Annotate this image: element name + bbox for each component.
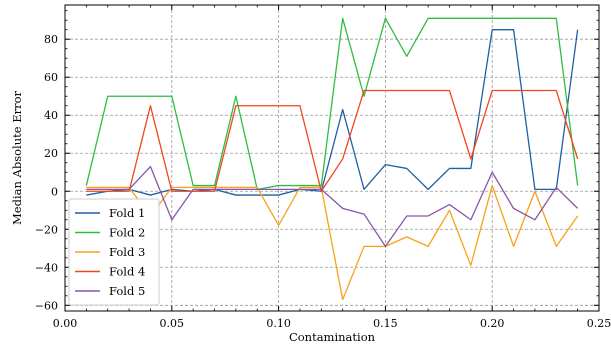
legend-label: Fold 4: [109, 265, 145, 279]
series-lines: [85, 17, 579, 301]
plot-frame: [64, 4, 600, 312]
x-tick-label: 0.05: [160, 317, 185, 330]
legend-label: Fold 5: [109, 284, 145, 298]
x-tick-label: 0.00: [53, 317, 78, 330]
y-tick-label: 60: [44, 71, 58, 84]
axis-ticks: 0.00 0.05 0.10 0.15 0.20 0.25 −60 −40 −20 0 20 40 60…: [35, 5, 611, 330]
legend-box: [68, 198, 160, 306]
series-line-fold-2: [85, 17, 579, 191]
x-axis-label: Contamination: [289, 330, 376, 344]
x-tick-label: 0.25: [587, 317, 611, 330]
y-tick-label: −20: [35, 223, 58, 236]
legend-label: Fold 1: [109, 206, 145, 220]
y-tick-label: 0: [51, 185, 58, 198]
series-line-fold-5: [86, 165, 579, 248]
series-line-fold-4: [86, 89, 579, 192]
x-tick-label: 0.10: [266, 317, 291, 330]
y-tick-label: −40: [35, 261, 58, 274]
y-tick-label: 20: [44, 147, 58, 160]
legend: Fold 1 Fold 2 Fold 3 Fold 4 Fold 5: [68, 198, 160, 306]
y-axis-label: Median Absolute Error: [10, 90, 24, 225]
x-tick-label: 0.20: [480, 317, 505, 330]
series-line-fold-3: [86, 184, 579, 301]
x-tick-label: 0.15: [373, 317, 398, 330]
y-tick-label: 40: [44, 109, 58, 122]
series-line-fold-1: [86, 29, 579, 196]
y-tick-label: 80: [44, 33, 58, 46]
legend-label: Fold 3: [109, 245, 145, 259]
grid-lines: [65, 5, 599, 311]
y-tick-label: −60: [35, 299, 58, 312]
legend-label: Fold 2: [109, 226, 145, 240]
